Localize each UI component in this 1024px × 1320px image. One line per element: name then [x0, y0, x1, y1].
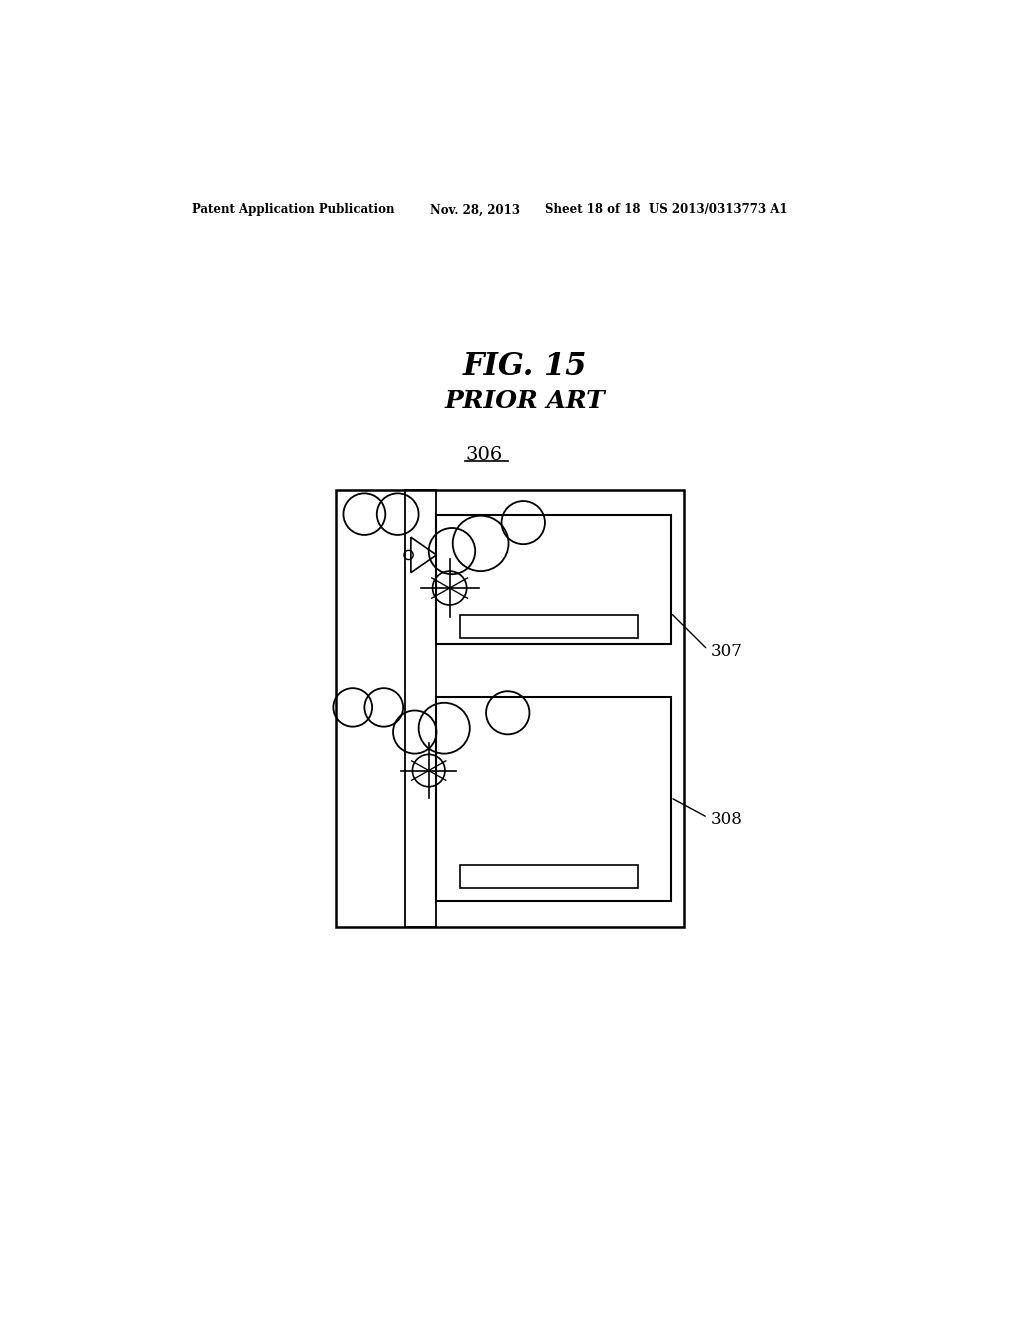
Text: FIG. 15: FIG. 15: [463, 351, 587, 381]
Bar: [336, 490, 684, 927]
Text: 306: 306: [466, 446, 503, 463]
Text: US 2013/0313773 A1: US 2013/0313773 A1: [649, 203, 787, 216]
Text: Patent Application Publication: Patent Application Publication: [191, 203, 394, 216]
Bar: [406, 490, 436, 927]
Text: PRIOR ART: PRIOR ART: [444, 389, 605, 413]
Bar: [460, 866, 638, 888]
Bar: [436, 697, 671, 902]
Bar: [436, 515, 671, 644]
Text: Nov. 28, 2013: Nov. 28, 2013: [430, 203, 520, 216]
Text: 308: 308: [711, 810, 742, 828]
Text: Sheet 18 of 18: Sheet 18 of 18: [545, 203, 640, 216]
Text: 307: 307: [711, 643, 742, 660]
Bar: [460, 615, 638, 638]
